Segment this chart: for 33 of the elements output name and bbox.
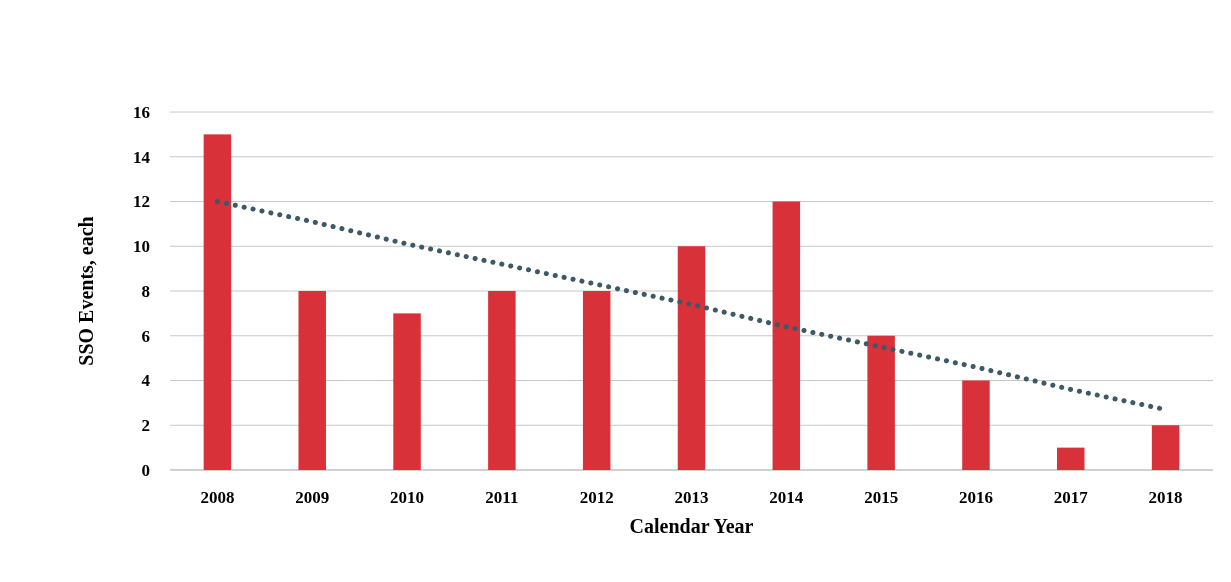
y-tick-label: 6 [141, 326, 150, 346]
x-tick-label: 2009 [295, 488, 330, 507]
x-tick-label: 2011 [485, 488, 519, 507]
x-tick-label: 2013 [674, 488, 709, 507]
x-tick-label: 2018 [1148, 488, 1183, 507]
x-tick-label: 2016 [958, 488, 993, 507]
y-tick-label: 14 [133, 147, 151, 167]
bar [677, 246, 706, 470]
bar [962, 380, 990, 470]
x-tick-label: 2012 [579, 488, 614, 507]
bar [203, 134, 232, 470]
x-axis-title: Calendar Year [629, 515, 754, 537]
x-tick-label: 2014 [769, 488, 804, 507]
bar [867, 335, 895, 470]
y-tick-label: 12 [133, 192, 150, 212]
bar [582, 291, 611, 470]
bar [298, 291, 326, 470]
bar [1057, 447, 1085, 470]
y-tick-label: 2 [141, 416, 150, 436]
x-tick-label: 2015 [864, 488, 899, 507]
bar [772, 201, 801, 470]
y-tick-label: 8 [141, 281, 150, 301]
x-tick-label: 2010 [390, 488, 425, 507]
x-tick-label: 2017 [1053, 488, 1089, 507]
bar [488, 291, 516, 470]
y-tick-label: 4 [141, 371, 151, 391]
bar [393, 313, 421, 470]
y-axis-title: SSO Events, each [75, 216, 97, 366]
y-tick-label: 16 [133, 102, 150, 122]
y-tick-label: 10 [133, 237, 150, 257]
x-tick-label: 2008 [200, 488, 235, 507]
bar [1151, 425, 1180, 470]
y-tick-label: 0 [141, 460, 150, 480]
